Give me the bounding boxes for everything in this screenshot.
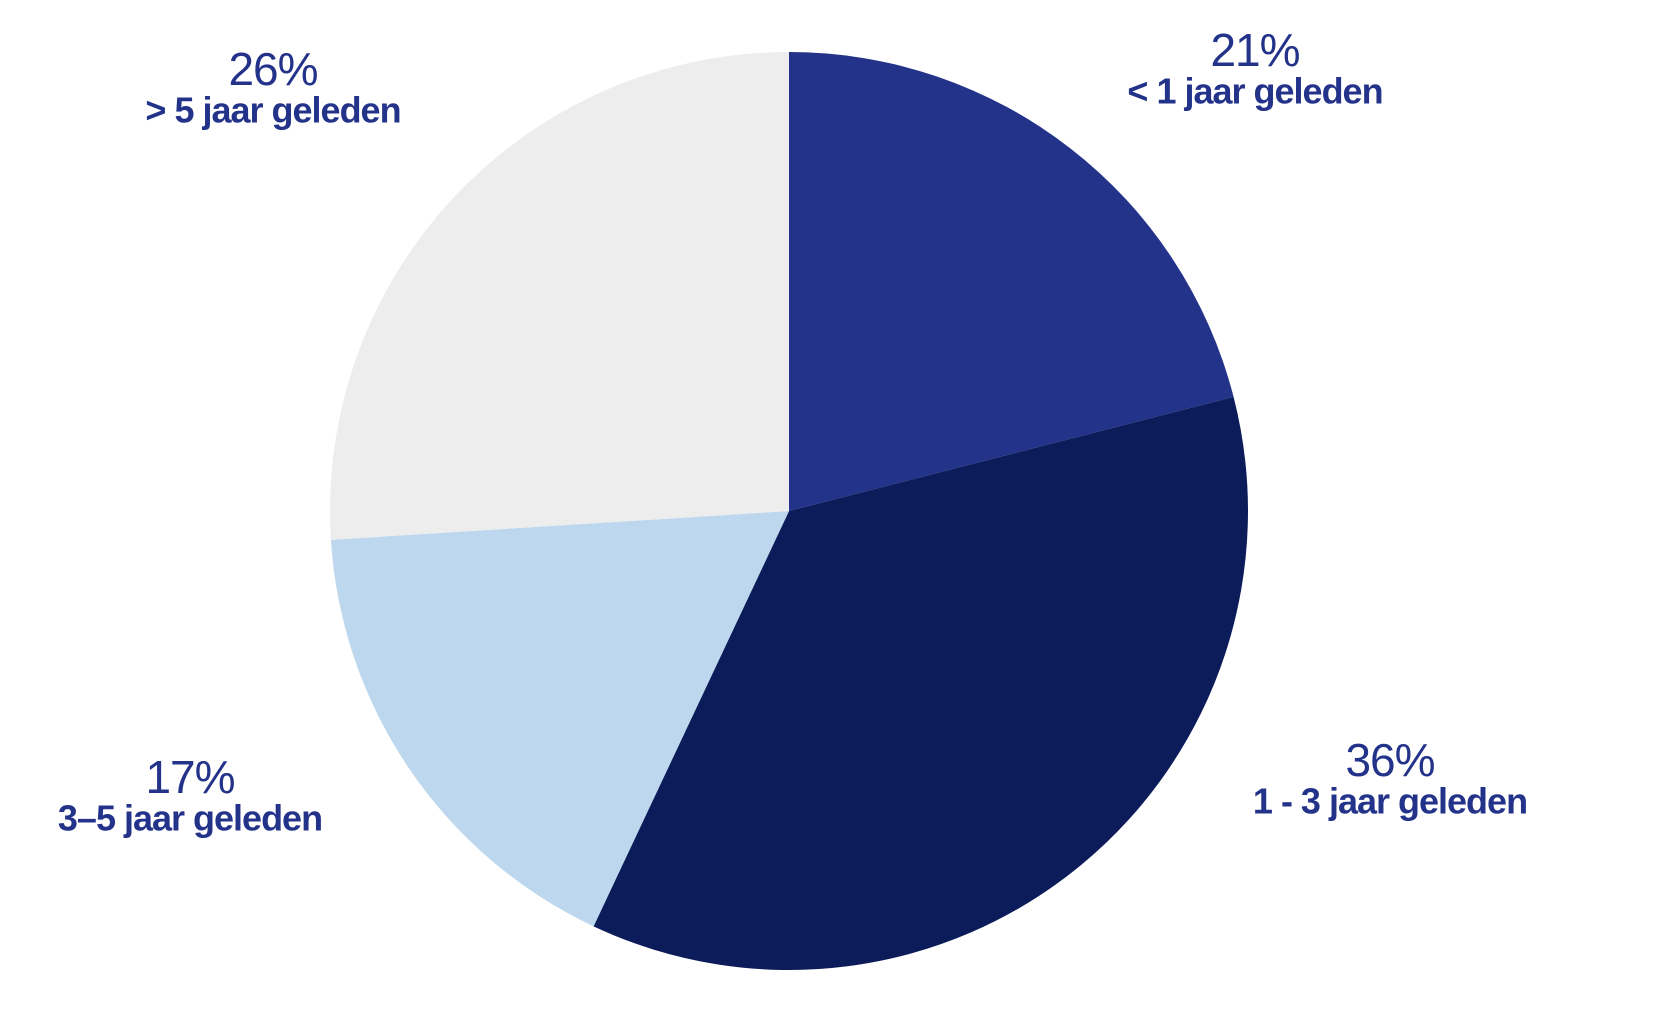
value-label: 26% [228,43,317,95]
pie-slice [330,511,789,927]
category-label: 3–5 jaar geleden [58,798,322,839]
category-label: > 5 jaar geleden [145,90,400,131]
value-label: 36% [1345,734,1434,786]
pie-slice [593,396,1248,971]
category-label: < 1 jaar geleden [1127,71,1382,112]
category-label: 1 - 3 jaar geleden [1253,781,1527,822]
pie-slice [330,52,789,540]
value-label: 17% [145,751,234,803]
pie-slice [789,52,1234,511]
value-label: 21% [1210,24,1299,76]
